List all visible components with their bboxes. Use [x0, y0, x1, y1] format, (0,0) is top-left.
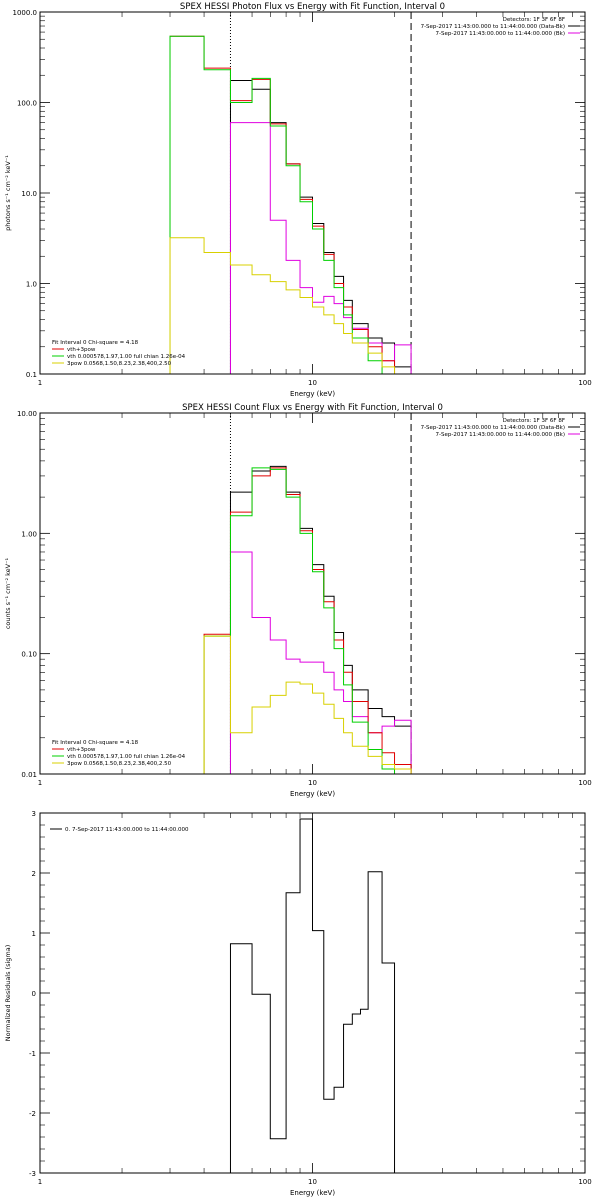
x-tick-label: 10	[308, 1178, 317, 1186]
x-tick-label: 100	[578, 779, 591, 787]
legend-top-entry: 7-Sep-2017 11:43:00.000 to 11:44:00.000 …	[421, 425, 565, 431]
x-tick-label: 10	[308, 379, 317, 387]
y-tick-label: 1.00	[21, 530, 37, 538]
y-tick-label: 1.0	[26, 281, 37, 289]
plot-frame	[39, 412, 586, 775]
series-1-step-line	[229, 80, 412, 374]
y-tick-label: 3	[32, 810, 36, 818]
x-tick-label: 1	[38, 379, 42, 387]
y-axis-label: photons s⁻¹ cm⁻² keV⁻¹	[4, 155, 12, 231]
legend-bottom-entry: 3pow 0.0568,1.50,8.23,2.38,400,2.50	[67, 761, 172, 767]
legend-top-entry: 7-Sep-2017 11:43:00.000 to 11:44:00.000 …	[421, 24, 565, 30]
y-tick-label: -3	[29, 1170, 36, 1178]
series-1-step-line	[229, 465, 412, 774]
plot-frame	[39, 11, 586, 375]
chart-title: SPEX HESSI Photon Flux vs Energy with Fi…	[180, 2, 445, 12]
legend-bottom-entry: vth 0.000578,1.97,1.00 full chian 1.26e-…	[67, 354, 186, 360]
series-5-step-line	[169, 237, 396, 374]
chart-panel-3: 1 10 100 Energy (keV) -3 -2 -1 0 1 2 3 Normalized R…	[4, 810, 592, 1197]
legend-top-entry: 7-Sep-2017 11:43:00.000 to 11:44:00.000 …	[436, 432, 566, 438]
y-tick-label: 0.01	[21, 771, 37, 779]
x-tick-label: 1	[38, 779, 42, 787]
x-tick-label: 100	[578, 1178, 591, 1186]
legend-bottom-entry: 3pow 0.0568,1.50,8.23,2.38,400,2.50	[67, 361, 172, 367]
legend-top-entry: 0. 7-Sep-2017 11:43:00.000 to 11:44:00.0…	[65, 827, 189, 833]
plot-area	[229, 818, 412, 1173]
y-axis-label: counts s⁻¹ cm⁻² keV⁻¹	[4, 557, 12, 629]
y-tick-label: 1	[32, 930, 36, 938]
y-tick-label: 0	[32, 990, 36, 998]
y-tick-label: 0.1	[26, 371, 37, 379]
y-tick-label: 2	[32, 870, 36, 878]
legend-top-entry: 7-Sep-2017 11:43:00.000 to 11:44:00.000 …	[436, 31, 566, 37]
y-tick-label: -2	[29, 1110, 36, 1118]
chart-panel-2: SPEX HESSI Count Flux vs Energy with Fit…	[4, 403, 592, 798]
x-tick-label: 1	[38, 1178, 42, 1186]
y-tick-label: 10.00	[17, 410, 37, 418]
series-2-step-line	[229, 122, 412, 374]
fit-info: Fit Interval 0 Chi-square = 4.18	[52, 740, 139, 746]
plot-area	[169, 35, 412, 374]
y-tick-label: 10.0	[21, 190, 37, 198]
legend-bottom-entry: vth 0.000578,1.97,1.00 full chian 1.26e-…	[67, 754, 186, 760]
series-2-step-line	[229, 551, 412, 774]
series-1-step-line	[229, 818, 412, 1173]
y-tick-label: 100.0	[17, 100, 37, 108]
chart-panel-1: SPEX HESSI Photon Flux vs Energy with Fi…	[4, 2, 592, 398]
fit-info: Fit Interval 0 Chi-square = 4.18	[52, 340, 139, 346]
y-tick-label: 0.10	[21, 651, 37, 659]
legend-top-entry: Detectors: 1F 3F 6F 8F	[503, 418, 565, 424]
legend-bottom-entry: vth+3pow	[67, 347, 96, 353]
x-tick-label: 100	[578, 379, 591, 387]
x-axis-label: Energy (keV)	[290, 790, 335, 798]
y-axis-label: Normalized Residuals (sigma)	[4, 945, 12, 1042]
x-axis-label: Energy (keV)	[290, 1189, 335, 1197]
series-4-step-line	[203, 467, 412, 774]
x-tick-label: 10	[308, 779, 317, 787]
x-axis-label: Energy (keV)	[290, 390, 335, 398]
legend-bottom-entry: vth+3pow	[67, 747, 96, 753]
y-tick-label: 1000.0	[13, 9, 38, 17]
series-5-step-line	[203, 635, 412, 774]
y-tick-label: -1	[29, 1050, 36, 1058]
series-4-step-line	[169, 35, 383, 374]
legend-top-entry: Detectors: 1F 3F 6F 8F	[503, 17, 565, 23]
plot-area	[203, 465, 412, 774]
series-3-step-line	[169, 35, 412, 374]
plot-frame	[39, 812, 586, 1174]
chart-title: SPEX HESSI Count Flux vs Energy with Fit…	[182, 403, 443, 413]
